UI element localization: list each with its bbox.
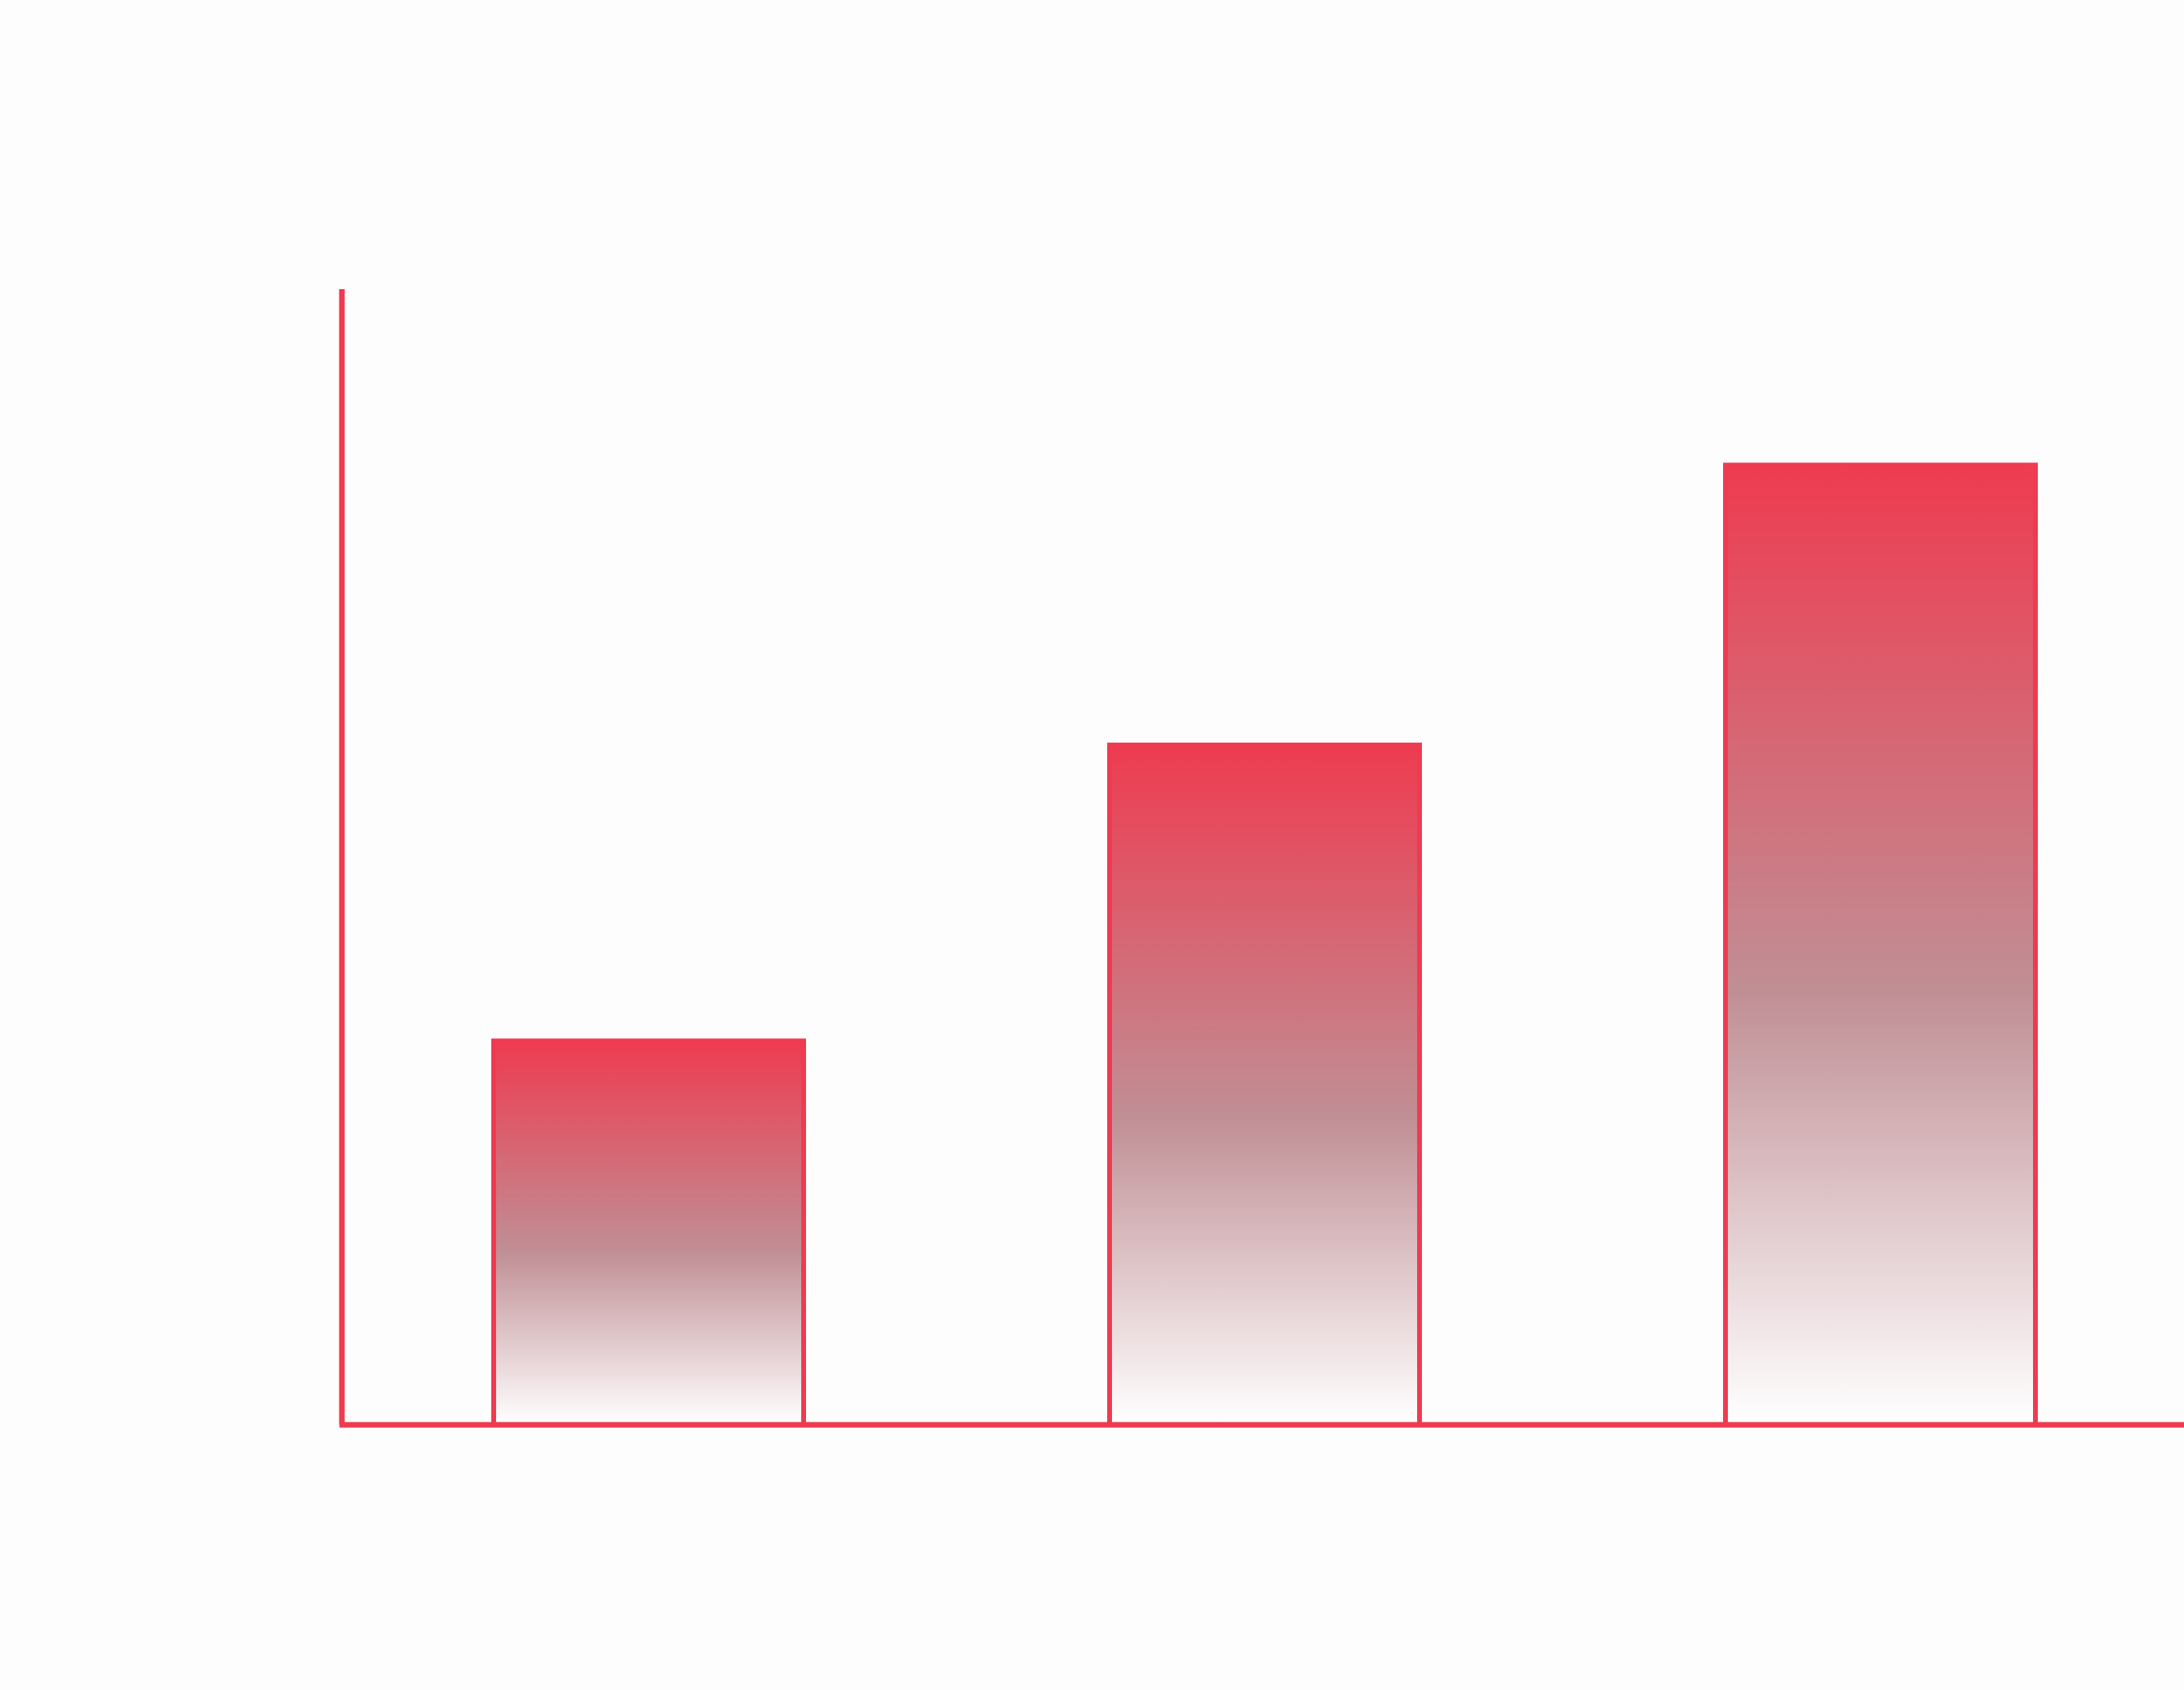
bar-3 (1723, 462, 2038, 1428)
bars-layer (491, 462, 2038, 1428)
bar-2 (1107, 742, 1422, 1427)
bar-1 (491, 1038, 806, 1428)
